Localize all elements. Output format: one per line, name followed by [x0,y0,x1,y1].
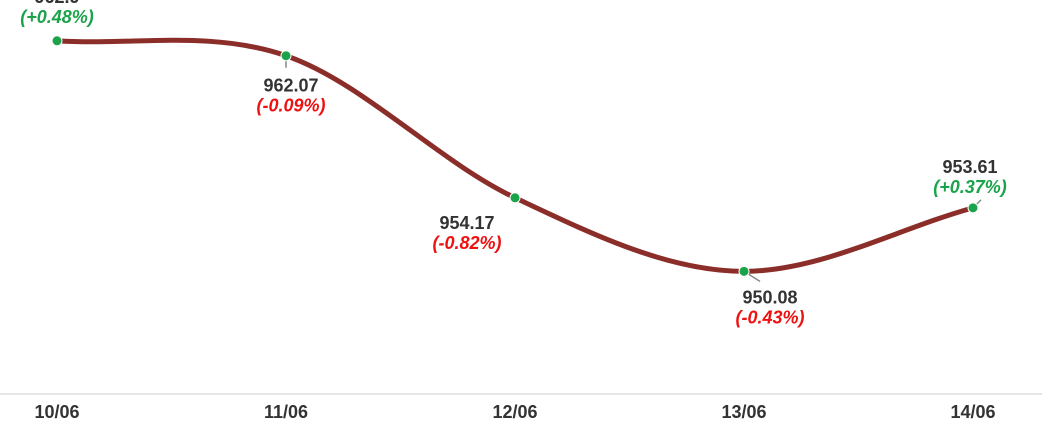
data-change-label: (+0.48%) [20,7,94,27]
data-change-label: (-0.09%) [256,96,325,116]
data-value-label: 962.07 [263,76,318,96]
data-point [967,202,979,214]
data-change-label: (-0.43%) [735,307,804,327]
x-tick-label: 11/06 [264,402,308,422]
data-change-label: (+0.37%) [933,177,1007,197]
data-value-label: 953.61 [942,157,997,177]
data-point [738,265,750,277]
data-points [51,35,979,277]
data-value-label: 962.9 [34,0,79,7]
data-point [51,35,63,47]
series-line [54,37,976,274]
data-point [509,192,521,204]
x-tick-label: 12/06 [492,402,537,422]
value-labels: 962.9 962.07 954.17 950.08 953.61 [34,0,997,307]
x-tick-label: 10/06 [34,402,79,422]
data-change-label: (-0.82%) [432,233,501,253]
data-value-label: 954.17 [439,213,494,233]
data-point [280,50,292,62]
x-axis-tick-labels: 10/06 11/06 12/06 13/06 14/06 [34,402,995,422]
x-tick-label: 14/06 [950,402,995,422]
data-value-label: 950.08 [742,287,797,307]
x-tick-label: 13/06 [721,402,766,422]
change-labels: (+0.48%) (-0.09%) (-0.82%) (-0.43%) (+0.37%) [20,7,1007,328]
